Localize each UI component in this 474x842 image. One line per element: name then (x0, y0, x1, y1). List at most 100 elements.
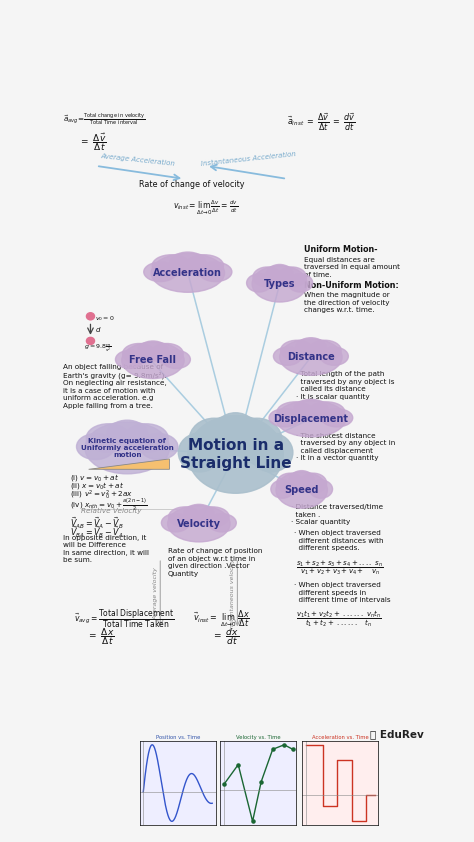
Text: Speed: Speed (284, 485, 319, 495)
Ellipse shape (199, 262, 232, 281)
Text: $v_{inst}=\lim_{\Delta t\to 0}\frac{\Delta v}{\Delta t}\ =\ \frac{dv}{dt}$: $v_{inst}=\lim_{\Delta t\to 0}\frac{\Del… (173, 198, 238, 217)
Point (257, 775, 265, 788)
Text: An object falling because of
Earth's gravity (g= 9.8m/s²).
On neglecting air res: An object falling because of Earth's gra… (63, 364, 167, 409)
Ellipse shape (86, 312, 94, 320)
Ellipse shape (208, 514, 237, 532)
Ellipse shape (144, 262, 177, 281)
Text: · When object traversed
  different speeds in
  different time of intervals: · When object traversed different speeds… (294, 582, 391, 603)
Text: $d$: $d$ (95, 325, 102, 333)
Text: Kinetic equation of
Uniformly acceleration
motion: Kinetic equation of Uniformly accelerati… (81, 438, 173, 458)
Ellipse shape (310, 480, 333, 498)
Text: Instantaneous Acceleration: Instantaneous Acceleration (201, 152, 296, 168)
Text: $v_0=0$: $v_0=0$ (95, 314, 115, 322)
Text: $\dfrac{v_1 t_1+v_2 t_2+\ ......\ v_n t_n}{t_1+t_2+\ ......\quad t_n}$: $\dfrac{v_1 t_1+v_2 t_2+\ ......\ v_n t_… (296, 608, 382, 629)
Ellipse shape (280, 339, 342, 376)
Text: Average Acceleration: Average Acceleration (100, 153, 176, 168)
Ellipse shape (86, 338, 94, 344)
Title: Position vs. Time: Position vs. Time (155, 735, 200, 740)
Text: $=\ \dfrac{dx}{dt}$: $=\ \dfrac{dx}{dt}$ (212, 626, 239, 647)
Ellipse shape (124, 424, 168, 452)
Ellipse shape (321, 408, 353, 427)
Ellipse shape (273, 347, 301, 365)
Ellipse shape (288, 274, 313, 292)
Ellipse shape (276, 401, 346, 437)
Ellipse shape (178, 433, 221, 472)
Text: Non-Uniform Motion:: Non-Uniform Motion: (303, 281, 398, 290)
Text: Relative Velocity: Relative Velocity (82, 509, 142, 514)
Ellipse shape (294, 399, 328, 419)
Ellipse shape (85, 422, 170, 474)
Ellipse shape (246, 274, 272, 292)
Text: · When object traversed
  different distances with
  different speeds.: · When object traversed different distan… (294, 530, 384, 552)
Text: $\vec{V}_{AB}=\vec{V}_A-\vec{V}_B$: $\vec{V}_{AB}=\vec{V}_A-\vec{V}_B$ (70, 515, 124, 530)
Text: (iv) $x_{nth} =v_0 +\frac{a(2n-1)}{2}$: (iv) $x_{nth} =v_0 +\frac{a(2n-1)}{2}$ (70, 497, 148, 513)
Text: Rate of change of position
of an object w.r.t time in
given direction .Vector
Qu: Rate of change of position of an object … (168, 548, 262, 577)
Ellipse shape (168, 505, 230, 542)
Ellipse shape (296, 338, 326, 358)
Ellipse shape (277, 473, 303, 493)
Text: (i) $v =v_0 +at$: (i) $v =v_0 +at$ (70, 472, 119, 483)
Ellipse shape (276, 472, 328, 509)
Ellipse shape (140, 434, 178, 460)
Point (249, 814, 256, 828)
Text: $\vec{a}_{avg}$=$\frac{\mathrm{Total\ change\ in\ velocity}}{\mathrm{Total\ Time: $\vec{a}_{avg}$=$\frac{\mathrm{Total\ ch… (63, 112, 146, 127)
Title: Velocity vs. Time: Velocity vs. Time (236, 735, 281, 740)
Text: $\vec{a}_{inst}\ =\ \dfrac{\Delta\vec{v}}{\Delta t}\ =\ \dfrac{d\vec{v}}{dt}$: $\vec{a}_{inst}\ =\ \dfrac{\Delta\vec{v}… (287, 112, 356, 133)
Text: $=\ \dfrac{\Delta x}{\Delta t}$: $=\ \dfrac{\Delta x}{\Delta t}$ (87, 626, 114, 647)
Ellipse shape (107, 420, 147, 449)
Ellipse shape (184, 504, 214, 525)
Ellipse shape (289, 471, 314, 491)
Title: Acceleration vs. Time: Acceleration vs. Time (312, 735, 369, 740)
Ellipse shape (189, 418, 239, 461)
Text: (ii) $x =v_0 t +at$: (ii) $x =v_0 t +at$ (70, 480, 124, 492)
Text: 🎓 EduRev: 🎓 EduRev (370, 730, 423, 739)
Point (289, 743, 297, 756)
Ellipse shape (188, 415, 283, 493)
Text: Velocity: Velocity (177, 519, 221, 529)
Ellipse shape (123, 344, 155, 364)
Text: Free Fall: Free Fall (129, 355, 176, 365)
Text: Distance: Distance (287, 352, 335, 362)
Ellipse shape (122, 342, 184, 379)
Text: When the magnitude or
the direction of velocity
changes w.r.t. time.: When the magnitude or the direction of v… (303, 292, 389, 313)
Ellipse shape (271, 480, 294, 498)
Text: In opposite direction, it
will be Difference
In same direction, it will
be sum.: In opposite direction, it will be Differ… (63, 535, 149, 563)
Text: $\vec{V}_{BA}=\vec{V}_B-\vec{V}_A$: $\vec{V}_{BA}=\vec{V}_B-\vec{V}_A$ (70, 525, 124, 540)
Text: (iii) $v^2 =v_0^2 +2ax$: (iii) $v^2 =v_0^2 +2ax$ (70, 488, 134, 502)
Ellipse shape (162, 350, 191, 369)
Text: Acceleration: Acceleration (154, 268, 222, 278)
Ellipse shape (269, 408, 301, 427)
Point (281, 738, 288, 752)
Polygon shape (89, 459, 169, 469)
Ellipse shape (320, 347, 348, 365)
Text: $\vec{v}_{inst}=\ \lim_{\Delta t\to 0}\ \dfrac{\Delta x}{\Delta t}$: $\vec{v}_{inst}=\ \lim_{\Delta t\to 0}\ … (193, 608, 250, 629)
Ellipse shape (213, 413, 258, 456)
Ellipse shape (252, 266, 307, 302)
Ellipse shape (185, 255, 223, 276)
Text: Uniform Motion-: Uniform Motion- (303, 245, 377, 254)
Text: $\dfrac{s_1+s_2+s_3+s_4+....\ s_n}{v_1+v_2+v_3+v_4+\quad v_n}$: $\dfrac{s_1+s_2+s_3+s_4+....\ s_n}{v_1+v… (296, 558, 384, 577)
Text: Average velocity: Average velocity (153, 568, 158, 621)
Text: $=\ \dfrac{\Delta\vec{v}}{\Delta t}$: $=\ \dfrac{\Delta\vec{v}}{\Delta t}$ (80, 131, 107, 153)
Text: Rate of change of velocity: Rate of change of velocity (139, 179, 244, 189)
Text: Types: Types (264, 279, 295, 289)
Point (235, 758, 242, 771)
Ellipse shape (281, 340, 313, 360)
Ellipse shape (161, 514, 190, 532)
Ellipse shape (170, 252, 205, 274)
Ellipse shape (278, 267, 306, 287)
Ellipse shape (300, 473, 327, 493)
Text: $g=9.8\frac{m}{s^2}$: $g=9.8\frac{m}{s^2}$ (84, 343, 112, 354)
Ellipse shape (309, 402, 345, 422)
Ellipse shape (152, 255, 191, 276)
Text: Displacement: Displacement (273, 413, 348, 424)
Text: $\vec{v}_{avg}=\dfrac{\mathrm{Total\ Displacement}}{\mathrm{Total\ Time\ Taken}}: $\vec{v}_{avg}=\dfrac{\mathrm{Total\ Dis… (74, 608, 174, 631)
Ellipse shape (277, 402, 313, 422)
Ellipse shape (86, 424, 130, 452)
Ellipse shape (266, 264, 293, 285)
Ellipse shape (309, 340, 341, 360)
Text: Motion in a
Straight Line: Motion in a Straight Line (180, 438, 292, 472)
Ellipse shape (151, 253, 225, 292)
Text: Instantaneous velocity: Instantaneous velocity (230, 558, 235, 630)
Ellipse shape (151, 344, 183, 364)
